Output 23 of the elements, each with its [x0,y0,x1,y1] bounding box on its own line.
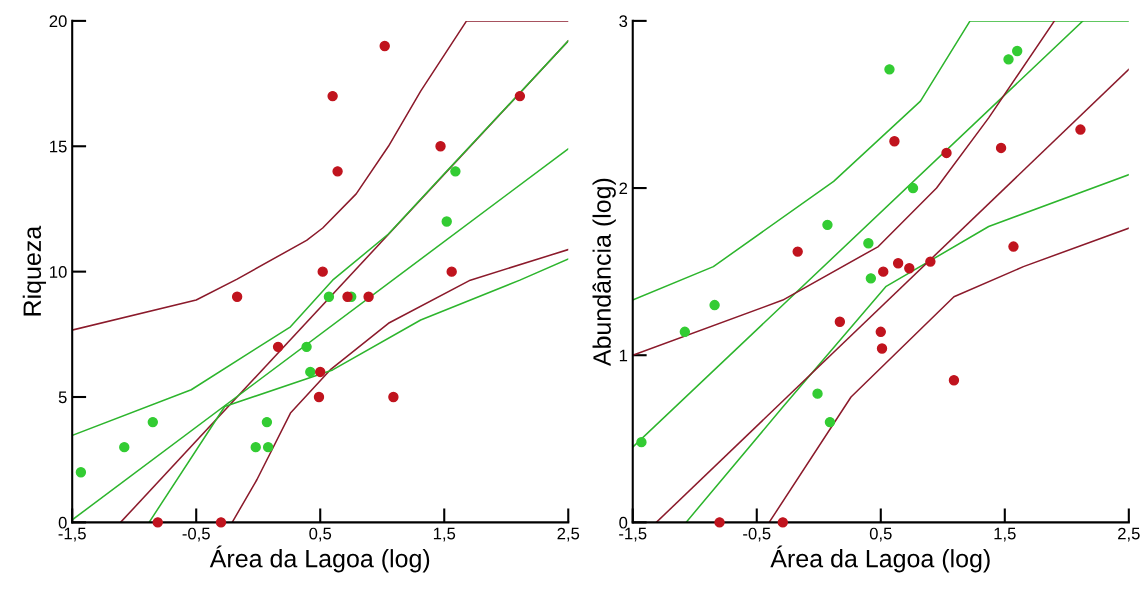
x-tick-label: -1,5 [58,527,86,542]
x-axis-title: Área da Lagoa (log) [209,545,430,573]
y-tick-label: 15 [50,140,67,153]
x-tick-label: -0,5 [743,527,771,542]
y-axis-title: Abundância (log) [592,178,616,367]
y-tick-label: 2 [619,182,628,195]
x-tick-label: 1,5 [994,527,1016,542]
y-tick-label: 1 [619,349,628,362]
y-tick-label: 5 [58,391,67,404]
y-axis-title: Riqueza [22,225,47,316]
y-tick-label: 10 [50,266,67,278]
x-tick-label: 2,5 [1118,527,1140,542]
x-tick-label: 2,5 [557,527,580,542]
x-tick-label: 1,5 [433,527,456,542]
y-tick-label: 3 [619,15,628,28]
y-tick-label: 0 [58,516,67,529]
x-tick-label: 0,5 [869,527,892,542]
x-tick-label: -1,5 [619,527,647,542]
y-tick-label: 0 [619,516,628,529]
x-tick-label: 0,5 [309,527,332,542]
y-tick-label: 20 [49,15,67,28]
x-axis-title: Área da Lagoa (log) [770,545,990,573]
x-tick-label: -0,5 [182,527,210,542]
